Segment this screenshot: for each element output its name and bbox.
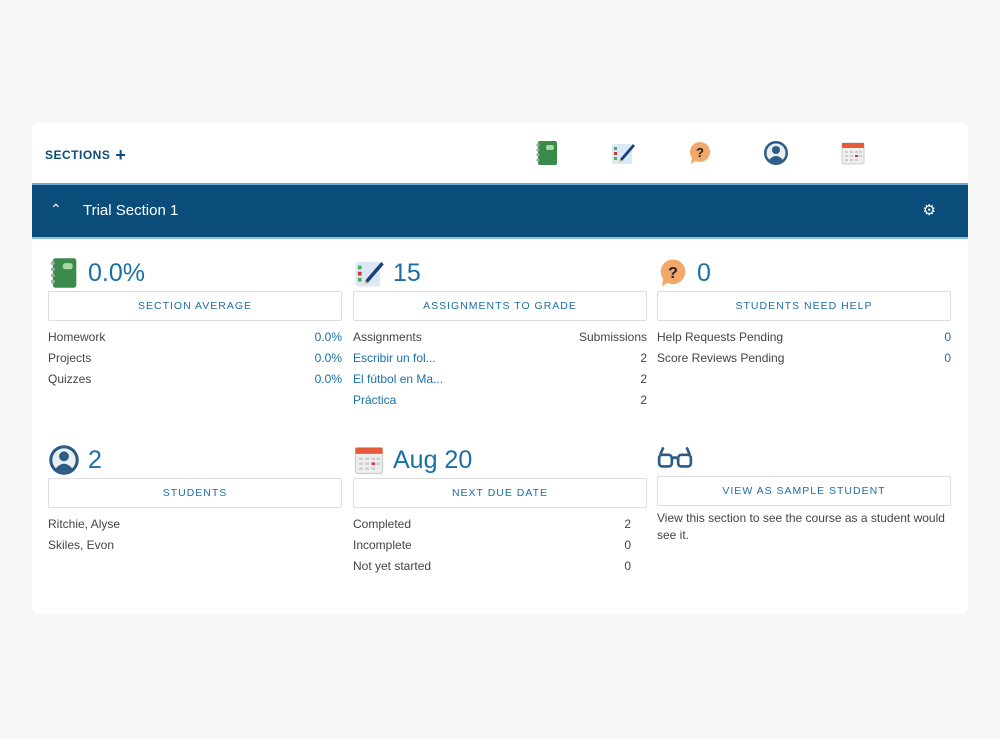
gear-icon[interactable]: ⚙	[922, 202, 936, 219]
table-row: Práctica 2	[353, 389, 647, 410]
student-name: Ritchie, Alyse	[48, 516, 121, 531]
collapse-chevron-icon[interactable]: ⌃	[50, 201, 62, 217]
assignments-to-grade-panel: 15 ASSIGNMENTS TO GRADE Assignments Submi…	[353, 256, 647, 410]
column-header: Submissions	[578, 329, 647, 344]
table-row: El fútbol en Ma... 2	[353, 368, 647, 389]
row-label: Homework	[48, 329, 106, 344]
assignment-link[interactable]: Práctica	[353, 392, 397, 407]
submissions-count: 2	[640, 350, 647, 365]
row-value[interactable]: 0.0%	[314, 350, 342, 365]
row-value: 0	[624, 558, 631, 573]
section-average-panel: 0.0% SECTION AVERAGE Homework 0.0% Projec…	[48, 256, 342, 389]
students-panel: 2 STUDENTS Ritchie, Alyse Skiles, Evon	[48, 443, 342, 555]
plus-icon: +	[115, 145, 127, 165]
list-item: Help Requests Pending 0	[657, 326, 951, 347]
row-value[interactable]: 0	[944, 350, 951, 365]
sections-label: SECTIONS	[45, 148, 111, 162]
section-title: Trial Section 1	[83, 202, 179, 219]
row-label: Help Requests Pending	[657, 329, 784, 344]
list-item: Projects 0.0%	[48, 347, 342, 368]
help-count: 0	[697, 258, 711, 287]
average-value: 0.0%	[88, 258, 145, 287]
student-count: 2	[88, 445, 102, 474]
row-label: Projects	[48, 350, 92, 365]
grade-count: 15	[393, 258, 421, 287]
section-header: ⌃ Trial Section 1 ⚙	[32, 183, 968, 239]
list-item: Ritchie, Alyse	[48, 513, 342, 534]
glasses-icon	[657, 442, 693, 474]
student-name: Skiles, Evon	[48, 537, 115, 552]
submissions-count: 2	[640, 371, 647, 386]
submissions-count: 2	[640, 392, 647, 407]
list-item: Incomplete 0	[353, 534, 631, 555]
row-value[interactable]: 0.0%	[314, 371, 342, 386]
section-average-button[interactable]: SECTION AVERAGE	[48, 291, 342, 321]
sections-card: SECTIONS + ⌃ Trial Section 1 ⚙ 0.0% SECTI…	[32, 123, 968, 614]
students-need-help-button[interactable]: STUDENTS NEED HELP	[657, 291, 951, 321]
list-item: Completed 2	[353, 513, 631, 534]
sample-student-description: View this section to see the course as a…	[657, 511, 945, 542]
row-label: Score Reviews Pending	[657, 350, 785, 365]
row-value: 2	[624, 516, 631, 531]
row-label: Incomplete	[353, 537, 412, 552]
student-icon[interactable]	[763, 140, 789, 166]
add-section-button[interactable]: SECTIONS +	[45, 145, 127, 165]
assignments-to-grade-button[interactable]: ASSIGNMENTS TO GRADE	[353, 291, 647, 321]
assignment-link[interactable]: El fútbol en Ma...	[353, 371, 444, 386]
help-icon[interactable]	[687, 140, 713, 166]
students-need-help-panel: 0 STUDENTS NEED HELP Help Requests Pendi…	[657, 256, 951, 368]
sample-student-panel: VIEW AS SAMPLE STUDENT View this section…	[657, 441, 951, 544]
list-item: Homework 0.0%	[48, 326, 342, 347]
calendar-icon	[353, 444, 385, 476]
list-item: Not yet started 0	[353, 555, 631, 576]
gradebook-icon	[48, 257, 80, 289]
student-icon	[48, 444, 80, 476]
table-header: Assignments Submissions	[353, 326, 647, 347]
view-as-sample-student-button[interactable]: VIEW AS SAMPLE STUDENT	[657, 476, 951, 506]
toolbar: SECTIONS +	[32, 123, 968, 183]
row-value[interactable]: 0.0%	[314, 329, 342, 344]
calendar-icon[interactable]	[840, 140, 866, 166]
gradebook-icon[interactable]	[534, 140, 560, 166]
column-header: Assignments	[353, 329, 422, 344]
row-label: Quizzes	[48, 371, 92, 386]
help-icon	[657, 257, 689, 289]
assignments-icon	[353, 257, 385, 289]
assignment-link[interactable]: Escribir un fol...	[353, 350, 436, 365]
row-value[interactable]: 0	[944, 329, 951, 344]
row-label: Completed	[353, 516, 412, 531]
due-date-value: Aug 20	[393, 445, 473, 474]
table-row: Escribir un fol... 2	[353, 347, 647, 368]
next-due-date-panel: Aug 20 NEXT DUE DATE Completed 2 Incomple…	[353, 443, 647, 576]
row-value: 0	[624, 537, 631, 552]
assignments-icon[interactable]	[610, 140, 636, 166]
list-item: Score Reviews Pending 0	[657, 347, 951, 368]
list-item: Skiles, Evon	[48, 534, 342, 555]
students-button[interactable]: STUDENTS	[48, 478, 342, 508]
row-label: Not yet started	[353, 558, 432, 573]
list-item: Quizzes 0.0%	[48, 368, 342, 389]
next-due-date-button[interactable]: NEXT DUE DATE	[353, 478, 647, 508]
